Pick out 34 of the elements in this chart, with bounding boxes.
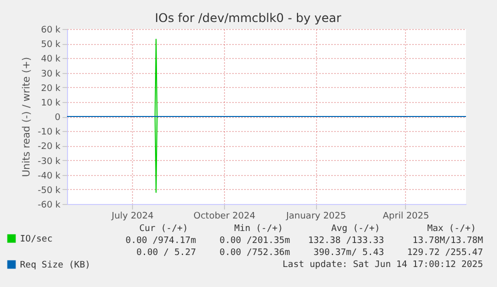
y-tick-label: 20 k: [40, 84, 62, 94]
text: 0.00 /974.17m: [126, 236, 196, 246]
text: 0.00 / 5.27: [136, 248, 196, 258]
y-tick-label: 10 k: [40, 98, 62, 108]
chart-title: IOs for /dev/mmcblk0 - by year: [154, 11, 342, 25]
text: 129.72 /255.47: [407, 248, 483, 258]
x-tick-label: October 2024: [194, 212, 256, 222]
y-tick-label: 60 k: [40, 26, 62, 36]
text: 0.00 /201.35m: [220, 236, 290, 246]
legend-label: IO/sec: [20, 234, 53, 244]
y-tick-label: 50 k: [40, 40, 62, 50]
x-tick-label: April 2025: [382, 212, 430, 222]
text: Last update: Sat Jun 14 17:00:12 2025: [282, 260, 483, 270]
y-tick-label: -30 k: [38, 156, 62, 167]
y-tick-label: 30 k: [40, 69, 62, 80]
y-tick-label: -20 k: [38, 142, 62, 152]
legend-label: Req Size (KB): [20, 260, 90, 270]
y-tick-label: 0: [54, 113, 61, 123]
y-axis-title: Units read (-) / write (+): [22, 56, 33, 178]
text: Cur (-/+): [139, 224, 188, 234]
text: 390.37m/ 5.43: [314, 248, 384, 258]
x-tick-label: July 2024: [110, 212, 154, 222]
text: Min (-/+): [234, 224, 283, 234]
y-tick-label: -10 k: [38, 128, 62, 138]
text: 13.78M/13.78M: [412, 236, 484, 246]
y-tick-label: -50 k: [38, 186, 62, 196]
y-tick-label: -40 k: [38, 171, 62, 182]
text: 132.38 /133.33: [308, 236, 384, 246]
y-tick-label: -60 k: [38, 200, 62, 210]
y-tick-label: 40 k: [40, 54, 62, 65]
text: Max (-/+): [427, 224, 476, 234]
text: 0.00 /752.36m: [220, 248, 290, 258]
x-tick-label: January 2025: [285, 212, 346, 222]
text: Avg (-/+): [331, 224, 380, 234]
